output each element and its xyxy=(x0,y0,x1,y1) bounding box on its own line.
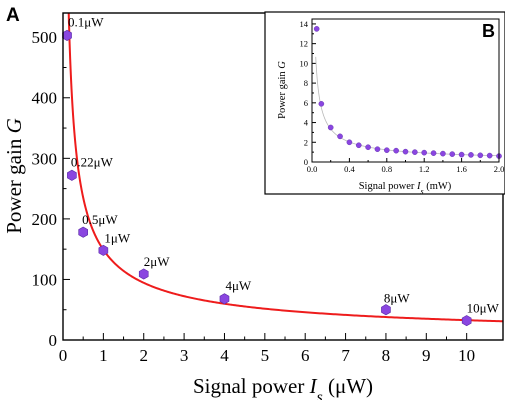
point-annotation: 0.22μW xyxy=(71,154,114,169)
data-point xyxy=(318,101,325,107)
main-x-axis-label: Signal power Is (μW) xyxy=(193,374,373,400)
x-tick-label: 0 xyxy=(59,346,68,365)
data-point xyxy=(355,142,362,149)
x-tick-label: 0.0 xyxy=(307,164,318,174)
y-tick-label: 14 xyxy=(300,19,309,29)
y-tick-label: 0 xyxy=(49,331,58,350)
inset-tick-group: 0.0 0.4 0.8 1.2 1.6 2.0 0 2 4 6 8 10 12 14 xyxy=(300,19,505,174)
data-point xyxy=(393,147,399,154)
point-annotation: 2μW xyxy=(144,254,170,269)
y-tick-label: 10 xyxy=(300,58,309,68)
x-tick-label: 9 xyxy=(422,346,431,365)
data-point xyxy=(67,169,77,181)
main-annotations-group: 0.1μW 0.22μW 0.5μW 1μW 2μW 4μW 8μW 10μW xyxy=(68,14,500,315)
data-point xyxy=(346,139,353,146)
data-point xyxy=(327,124,334,131)
inset-x-axis-label: Signal power Is (mW) xyxy=(359,181,452,196)
y-tick-label: 0 xyxy=(304,157,308,167)
y-tick-label: 12 xyxy=(300,39,309,49)
point-annotation: 8μW xyxy=(384,291,410,306)
x-tick-label: 1.2 xyxy=(419,164,430,174)
y-tick-label: 500 xyxy=(32,28,58,47)
data-point xyxy=(486,152,493,159)
data-point xyxy=(337,133,343,140)
panel-label-b: B xyxy=(482,21,495,41)
x-tick-label: 5 xyxy=(261,346,270,365)
x-tick-label: 7 xyxy=(341,346,350,365)
data-point xyxy=(458,151,465,158)
y-tick-label: 400 xyxy=(32,89,58,108)
data-point xyxy=(374,146,381,152)
point-annotation: 1μW xyxy=(104,230,130,245)
inset-points-group xyxy=(313,26,502,159)
x-tick-label: 2.0 xyxy=(494,164,505,174)
data-point xyxy=(381,304,391,316)
y-tick-label: 8 xyxy=(304,78,308,88)
data-point xyxy=(449,151,456,157)
data-point xyxy=(219,293,230,305)
data-point xyxy=(421,149,428,156)
inset-plot-frame xyxy=(311,18,500,163)
data-point xyxy=(461,315,472,327)
data-point xyxy=(365,144,371,151)
data-point xyxy=(313,26,320,32)
data-point xyxy=(412,149,418,155)
x-tick-label: 1 xyxy=(99,346,108,365)
data-point xyxy=(468,152,474,158)
y-tick-label: 4 xyxy=(304,118,309,128)
data-point xyxy=(430,150,437,156)
data-point xyxy=(477,152,484,159)
x-tick-label: 4 xyxy=(220,346,229,365)
data-point xyxy=(62,29,72,41)
inset-chart: 0.0 0.4 0.8 1.2 1.6 2.0 0 2 4 6 8 10 12 14 B Signal p… xyxy=(264,11,505,196)
data-point xyxy=(402,148,409,155)
main-fit-group xyxy=(67,13,503,323)
data-point xyxy=(138,268,149,280)
x-tick-label: 0.4 xyxy=(344,164,355,174)
x-tick-label: 8 xyxy=(382,346,391,365)
x-tick-label: 1.6 xyxy=(456,164,467,174)
fit-curve xyxy=(67,13,503,323)
panel-label-a: A xyxy=(6,5,20,26)
point-annotation: 4μW xyxy=(225,278,251,293)
data-point xyxy=(383,147,390,153)
x-tick-label: 6 xyxy=(301,346,310,365)
y-tick-label: 6 xyxy=(304,98,308,108)
inset-y-axis-label: Power gain G xyxy=(277,61,288,119)
x-tick-label: 0.8 xyxy=(381,164,392,174)
x-tick-label: 2 xyxy=(139,346,148,365)
y-tick-label: 300 xyxy=(32,149,58,168)
y-tick-label: 100 xyxy=(32,270,58,289)
y-tick-label: 2 xyxy=(304,137,308,147)
x-tick-label: 3 xyxy=(180,346,189,365)
point-annotation: 10μW xyxy=(467,301,500,316)
point-annotation: 0.5μW xyxy=(82,212,118,227)
point-annotation: 0.1μW xyxy=(68,14,104,29)
data-point xyxy=(78,226,88,238)
data-point xyxy=(440,150,446,157)
y-tick-label: 200 xyxy=(32,210,58,229)
main-points-group xyxy=(62,29,472,327)
data-point xyxy=(98,244,109,256)
inset-background xyxy=(264,11,505,195)
main-y-axis-label: Power gain G xyxy=(2,118,26,234)
x-tick-label: 10 xyxy=(458,346,475,365)
